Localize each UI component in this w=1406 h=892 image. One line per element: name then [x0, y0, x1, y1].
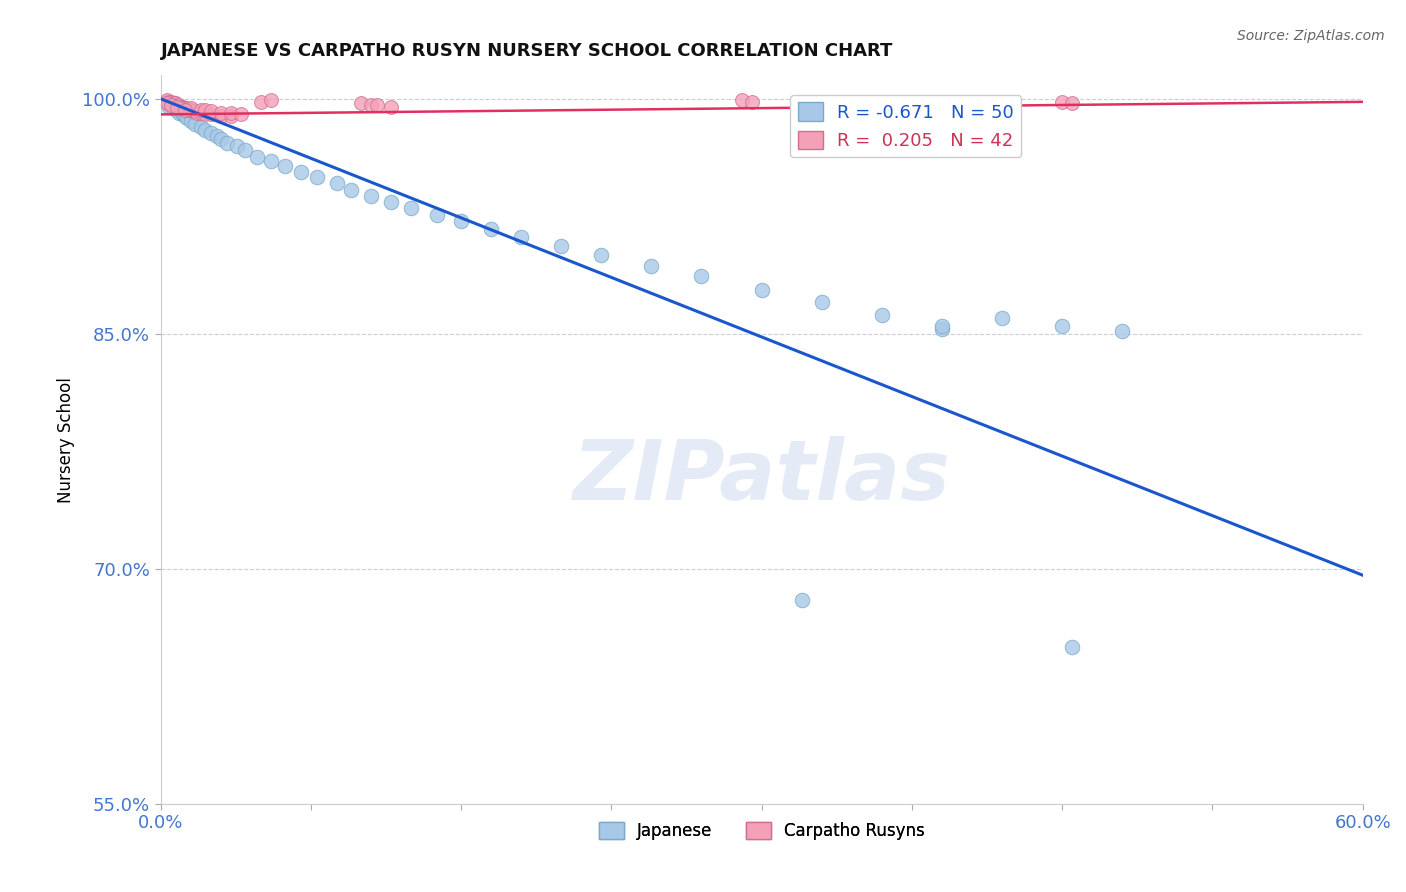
- Point: [163, 96, 186, 111]
- Point: [229, 107, 252, 121]
- Point: [172, 99, 194, 113]
- Point: [690, 268, 713, 283]
- Point: [155, 95, 177, 109]
- Point: [172, 107, 194, 121]
- Point: [810, 295, 832, 310]
- Point: [200, 104, 222, 119]
- Point: [190, 120, 212, 134]
- Point: [176, 111, 198, 125]
- Point: [360, 189, 382, 203]
- Point: [640, 260, 662, 274]
- Point: [426, 208, 449, 222]
- Point: [790, 593, 813, 607]
- Point: [1271, 891, 1294, 892]
- Point: [233, 144, 256, 158]
- Point: [1050, 95, 1073, 109]
- Point: [246, 150, 269, 164]
- Text: JAPANESE VS CARPATHO RUSYN NURSERY SCHOOL CORRELATION CHART: JAPANESE VS CARPATHO RUSYN NURSERY SCHOO…: [160, 42, 893, 60]
- Point: [741, 95, 763, 109]
- Point: [1062, 640, 1084, 655]
- Point: [215, 136, 238, 150]
- Point: [173, 103, 195, 117]
- Point: [200, 107, 222, 121]
- Point: [305, 170, 328, 185]
- Point: [219, 105, 242, 120]
- Point: [166, 99, 188, 113]
- Point: [450, 214, 472, 228]
- Point: [162, 101, 184, 115]
- Point: [166, 103, 188, 117]
- Point: [260, 93, 283, 107]
- Point: [225, 138, 247, 153]
- Point: [1050, 318, 1073, 333]
- Point: [274, 159, 297, 173]
- Point: [181, 104, 204, 119]
- Point: [194, 123, 217, 137]
- Point: [366, 98, 388, 112]
- Point: [380, 195, 402, 210]
- Text: Source: ZipAtlas.com: Source: ZipAtlas.com: [1237, 29, 1385, 43]
- Point: [209, 105, 232, 120]
- Point: [166, 98, 188, 112]
- Point: [350, 96, 373, 111]
- Point: [380, 99, 402, 113]
- Point: [510, 229, 533, 244]
- Text: ZIPatlas: ZIPatlas: [572, 435, 950, 516]
- Point: [340, 183, 363, 197]
- Point: [360, 98, 382, 112]
- Point: [173, 109, 195, 123]
- Point: [155, 93, 177, 107]
- Legend: R = -0.671   N = 50, R =  0.205   N = 42: R = -0.671 N = 50, R = 0.205 N = 42: [790, 95, 1021, 157]
- Point: [1111, 324, 1133, 338]
- Point: [167, 98, 190, 112]
- Point: [167, 105, 190, 120]
- Point: [751, 283, 773, 297]
- Point: [190, 103, 212, 117]
- Point: [591, 248, 613, 262]
- Point: [326, 177, 349, 191]
- Point: [209, 132, 232, 146]
- Point: [219, 109, 242, 123]
- Point: [991, 311, 1014, 326]
- Point: [157, 95, 180, 109]
- Point: [183, 104, 205, 119]
- Point: [183, 117, 205, 131]
- Point: [159, 98, 181, 112]
- Point: [180, 113, 202, 128]
- Point: [260, 154, 283, 169]
- Point: [200, 126, 222, 140]
- Point: [155, 96, 177, 111]
- Point: [194, 107, 217, 121]
- Point: [550, 239, 572, 253]
- Point: [249, 95, 271, 109]
- Point: [169, 99, 191, 113]
- Point: [870, 308, 893, 322]
- Point: [186, 105, 208, 120]
- Point: [190, 105, 212, 120]
- Point: [399, 202, 422, 216]
- Point: [180, 101, 202, 115]
- Point: [159, 98, 181, 112]
- Point: [931, 318, 953, 333]
- Point: [290, 165, 312, 179]
- Point: [479, 221, 502, 235]
- Point: [931, 322, 953, 336]
- Point: [730, 93, 752, 107]
- Point: [162, 96, 184, 111]
- Point: [159, 95, 181, 109]
- Point: [176, 101, 198, 115]
- Point: [177, 103, 200, 117]
- Point: [163, 96, 186, 111]
- Point: [169, 104, 191, 119]
- Point: [194, 103, 217, 117]
- Point: [209, 109, 232, 123]
- Point: [157, 99, 180, 113]
- Point: [1062, 96, 1084, 111]
- Point: [173, 101, 195, 115]
- Point: [180, 103, 202, 117]
- Y-axis label: Nursery School: Nursery School: [58, 376, 75, 502]
- Point: [1152, 891, 1174, 892]
- Point: [205, 129, 228, 144]
- Point: [169, 101, 191, 115]
